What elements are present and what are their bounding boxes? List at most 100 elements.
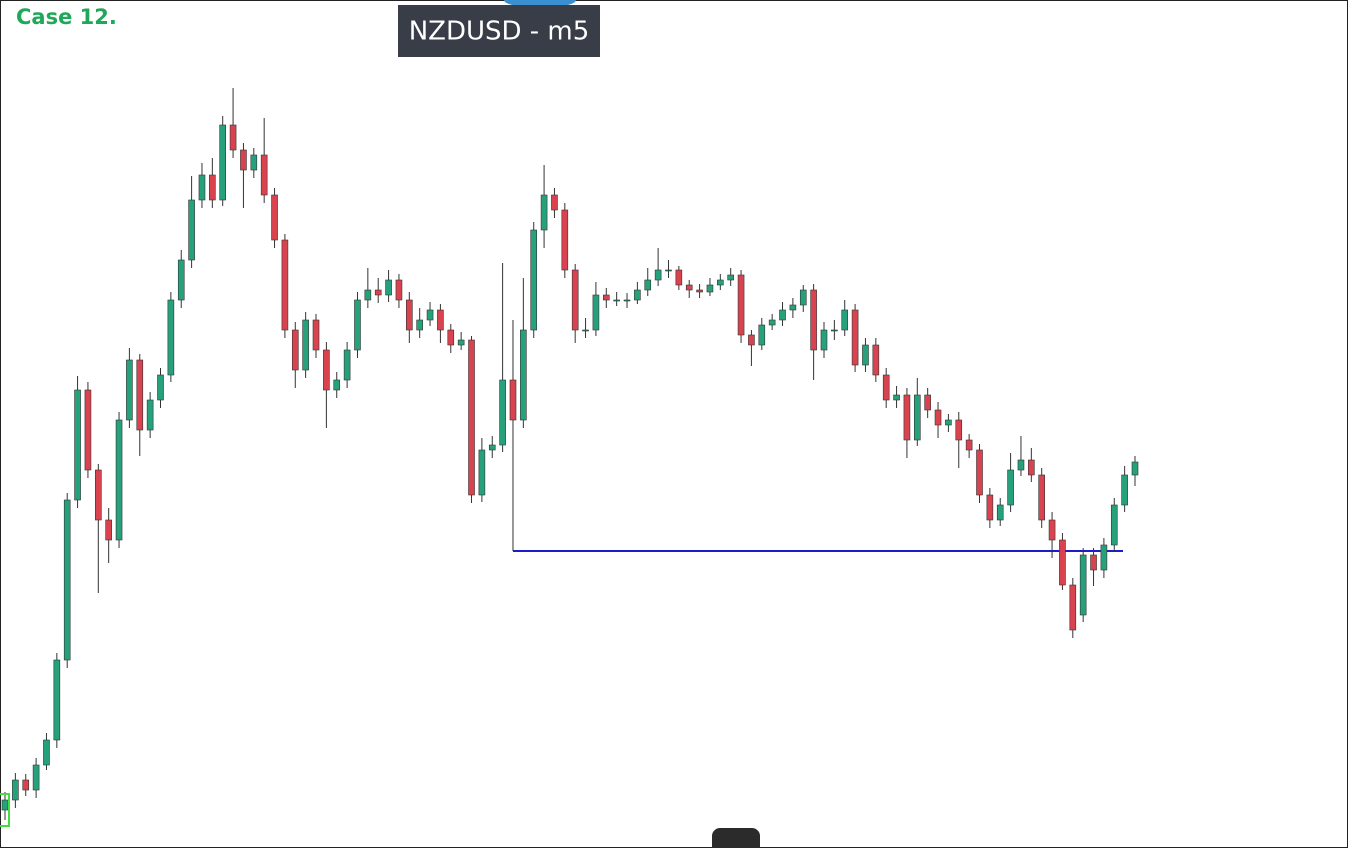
candle-body [882,374,890,401]
candle-body [229,124,237,151]
candle-body [84,389,92,471]
highlight-box [0,793,10,827]
candle-body [53,659,61,741]
candle-body [924,394,931,411]
candle-body [582,329,589,332]
candle-body [333,379,341,391]
candle-body [1090,554,1097,571]
candle-body [945,419,952,426]
plot [0,88,1139,827]
candle-body [727,274,734,281]
candle-body [12,779,19,801]
candle-body [903,394,911,441]
candle-body [862,344,869,366]
candle-body [872,344,880,376]
candle-body [302,319,309,371]
candle-body [644,279,652,291]
candle-body [955,419,963,441]
candle-body [126,359,133,421]
candle-body [768,319,776,326]
candle-body [561,209,569,271]
candle-body [851,309,859,366]
candle-body [737,274,745,336]
candle-body [1059,539,1066,586]
candle-body [323,349,330,391]
candle-body [281,239,289,331]
candle-body [291,329,299,371]
candle-body [219,124,227,201]
bottom-tab[interactable] [712,828,760,848]
candle-body [1069,584,1077,631]
candle-body [374,289,382,296]
candle-body [779,309,786,321]
candle-body [499,379,506,446]
candle-body [1110,504,1118,546]
candle-body [105,519,112,541]
candle-body [976,449,983,496]
candle-body [934,409,942,426]
candle-body [260,154,268,196]
candle-body [810,289,817,351]
chart-title: NZDUSD - m5 [409,17,590,47]
candle-body [136,359,144,431]
candle-body [1121,474,1128,506]
candle-body [613,299,620,302]
candle-body [115,419,123,541]
candle-body [685,284,693,291]
candle-body [437,309,444,331]
candle-body [447,329,455,346]
candle-body [385,279,392,296]
candle-body [343,349,351,381]
candle-body [758,324,766,346]
candle-body [602,294,610,301]
candle-body [426,309,434,321]
candle-body [167,299,175,376]
candle-body [799,289,807,306]
candle-body [831,329,838,332]
candle-body [188,199,195,261]
candle-body [913,394,921,441]
candle-body [95,469,102,521]
candle-body [540,194,548,231]
candle-body [209,174,216,201]
candle-body [32,764,40,791]
candle-body [634,289,641,301]
candle-body [520,329,527,421]
candle-body [364,289,372,301]
candle-body [592,294,600,331]
candle-body [530,229,538,331]
candle-body [250,154,258,171]
candle-body [509,379,517,421]
candle-body [1079,554,1087,616]
candle-body [1007,469,1014,506]
candle-body [416,319,423,331]
candle-body [468,339,475,496]
candle-body [841,309,849,331]
candle-body [623,299,631,302]
candle-body [571,269,579,331]
candle-body [457,339,465,346]
candle-body [146,399,154,431]
candle-body [177,259,185,301]
candle-body [312,319,320,351]
candle-body [654,269,662,281]
candle-body [157,374,164,401]
candle-body [1131,461,1139,476]
candle-body [706,284,714,293]
candle-body [1028,459,1035,476]
candle-body [1048,519,1056,541]
candle-body [1100,544,1108,571]
candle-body [395,279,403,301]
candle-body [271,194,278,241]
title-box [398,5,600,57]
candle-body [986,494,994,521]
candle-body [1017,459,1025,471]
candle-body [1,799,9,811]
case-label: Case 12. [16,5,117,29]
candle-body [551,194,558,211]
candle-body [675,269,683,286]
candle-body [63,499,71,661]
candle-body [696,289,703,293]
